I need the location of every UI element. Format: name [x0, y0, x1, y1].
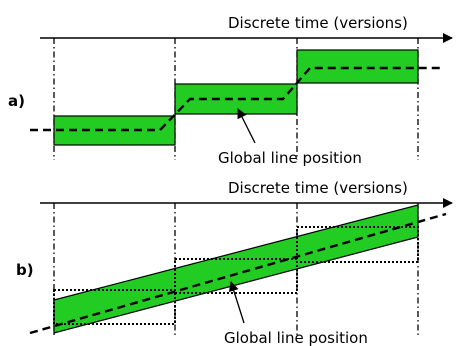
panel-b-band: [53, 204, 419, 334]
panel-b-global-line: [29, 212, 447, 335]
panel-b-box-1: [53, 289, 176, 325]
panel-b-axis-label: Discrete time (versions): [228, 179, 408, 197]
panel-b-box-2: [174, 258, 298, 294]
panel-a-global-line: [30, 66, 440, 132]
panel-a-curve-label: Global line position: [218, 149, 362, 167]
panel-b-box-3: [296, 226, 419, 263]
panel-a-pointer-arrow: [237, 108, 256, 144]
panel-b-pointer-arrow: [228, 281, 245, 324]
panel-a-label: a): [8, 92, 25, 110]
panel-a-axis-label: Discrete time (versions): [228, 14, 408, 32]
panel-b-curve-label: Global line position: [224, 329, 368, 346]
panel-a: Discrete time (versions) a) Global line …: [8, 14, 453, 167]
panel-a-band-3: [296, 49, 419, 84]
panel-b: Discrete time (versions) b) Global line …: [16, 179, 453, 346]
panel-a-band-2: [174, 83, 298, 115]
panel-b-label: b): [16, 261, 34, 279]
panel-b-version-boxes: [53, 226, 419, 325]
